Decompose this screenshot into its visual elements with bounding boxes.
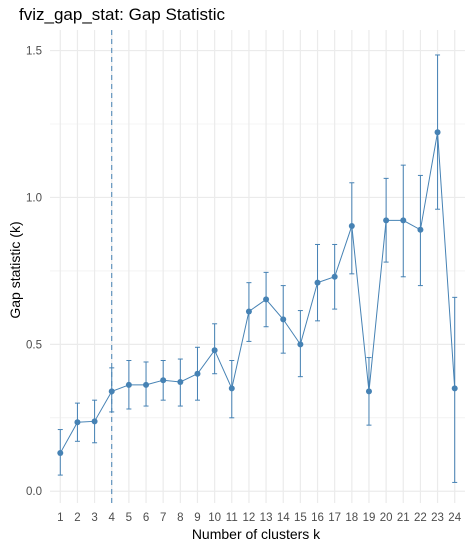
error-bars — [57, 54, 458, 483]
x-tick-label: 10 — [208, 512, 221, 524]
data-point — [348, 222, 355, 229]
x-tick-label: 6 — [143, 512, 149, 524]
data-point — [211, 347, 218, 354]
x-tick-label: 16 — [311, 512, 324, 524]
x-tick-label: 13 — [260, 512, 273, 524]
data-point — [91, 418, 98, 425]
data-point — [143, 381, 150, 388]
data-point — [365, 388, 372, 395]
x-tick-label: 14 — [277, 512, 290, 524]
x-tick-label: 20 — [380, 512, 393, 524]
x-tick-label: 19 — [363, 512, 376, 524]
x-tick-label: 12 — [243, 512, 256, 524]
data-point — [194, 370, 201, 377]
data-point — [314, 279, 321, 286]
x-tick-label: 11 — [226, 512, 238, 524]
x-tick-label: 4 — [109, 512, 116, 524]
x-tick-label: 22 — [414, 512, 427, 524]
x-tick-label: 18 — [345, 512, 358, 524]
data-point — [74, 419, 81, 426]
x-tick-label: 9 — [194, 512, 200, 524]
y-tick-label: 1.5 — [26, 46, 42, 58]
x-tick-label: 17 — [328, 512, 341, 524]
x-tick-label: 1 — [57, 512, 63, 524]
data-point — [177, 378, 184, 385]
data-point — [280, 316, 287, 323]
data-point — [297, 341, 304, 348]
x-tick-label: 15 — [294, 512, 307, 524]
data-point — [383, 217, 390, 224]
data-point — [400, 217, 407, 224]
chart-title: fviz_gap_stat: Gap Statistic — [19, 5, 225, 24]
series-line-layer — [59, 132, 456, 454]
x-tick-label: 2 — [74, 512, 80, 524]
grid-layer — [50, 30, 465, 503]
y-axis-title: Gap statistic (k) — [7, 221, 23, 318]
y-tick-labels: 0.0 0.5 1.0 1.5 — [26, 46, 42, 499]
x-tick-label: 24 — [448, 512, 461, 524]
data-point — [160, 377, 167, 384]
data-point — [434, 129, 441, 136]
data-point — [245, 308, 252, 315]
y-tick-label: 1.0 — [26, 192, 42, 204]
x-axis-title: Number of clusters k — [192, 526, 321, 542]
data-points — [57, 129, 458, 457]
data-point — [451, 385, 458, 392]
y-tick-label: 0.0 — [26, 486, 42, 498]
series-line — [59, 132, 456, 454]
x-tick-label: 7 — [160, 512, 166, 524]
data-point — [263, 296, 270, 303]
x-tick-label: 8 — [177, 512, 183, 524]
data-point — [228, 385, 235, 392]
x-tick-labels: 1 2 3 4 5 6 7 8 9 10 11 12 13 14 15 16 17 18 19 20 21 22 23 24 — [57, 512, 462, 524]
data-point — [125, 381, 132, 388]
data-point — [57, 450, 64, 457]
data-point — [417, 226, 424, 233]
x-tick-label: 3 — [91, 512, 97, 524]
x-tick-label: 23 — [431, 512, 444, 524]
x-tick-label: 21 — [397, 512, 410, 524]
data-point — [331, 273, 338, 280]
y-tick-label: 0.5 — [26, 339, 42, 351]
x-tick-label: 5 — [126, 512, 132, 524]
data-point — [108, 388, 115, 395]
